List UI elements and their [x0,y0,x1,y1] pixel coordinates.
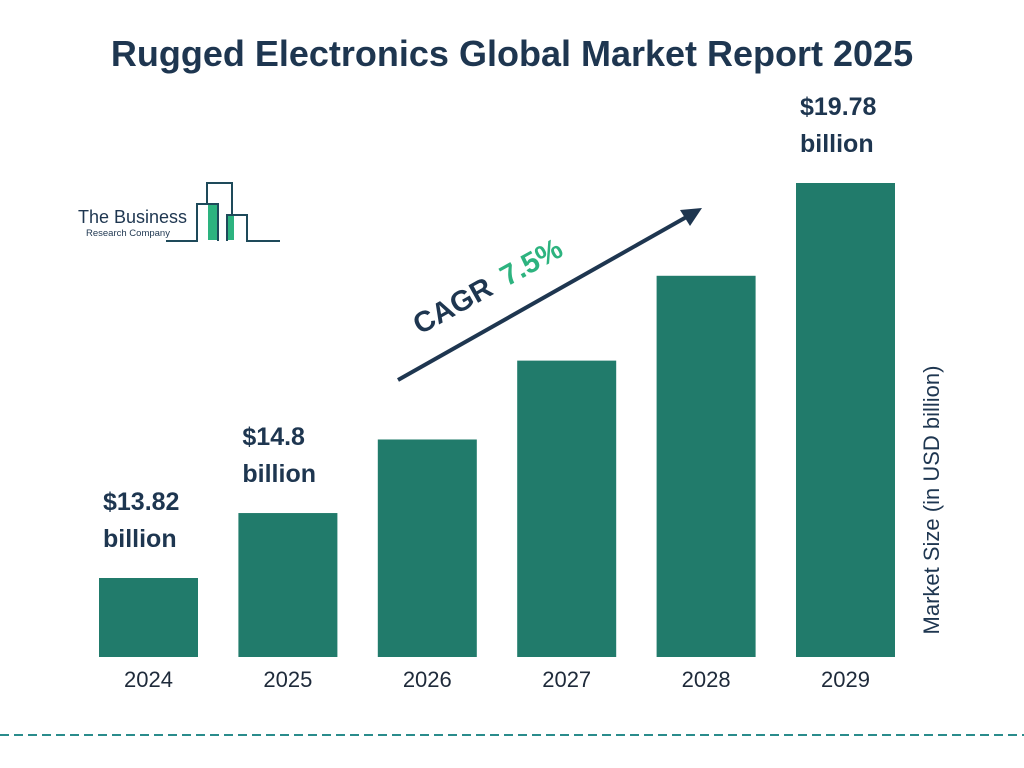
cagr-annotation: CAGR 7.5% [397,208,702,382]
bar-2024 [99,578,198,657]
logo-line1: The Business [78,207,187,227]
x-tick-label: 2024 [124,667,173,692]
data-label-2029: $19.78 billion [800,93,877,158]
bar-2028 [656,275,756,657]
logo-bar-1 [208,204,218,240]
logo: The Business Research Company [78,182,280,242]
logo-line2: Research Company [86,228,170,239]
svg-text:CAGR 7.5%: CAGR 7.5% [408,233,568,341]
cagr-value: 7.5% [495,233,569,293]
x-tick-label: 2029 [821,667,870,692]
x-tick-label: 2028 [682,667,731,692]
x-tick-label: 2027 [542,667,591,692]
chart-title: Rugged Electronics Global Market Report … [110,33,914,74]
logo-bar-2 [228,215,234,240]
bar-2026 [377,439,477,657]
cagr-arrow-line [397,213,691,382]
data-label-2024: $13.82 billion [103,488,179,553]
cagr-arrow-head-icon [680,208,702,226]
bar-2025 [238,513,338,657]
x-tick-label: 2026 [403,667,452,692]
bar-2027 [517,360,617,657]
y-axis-label: Market Size (in USD billion) [919,365,944,635]
data-label-2025: $14.8 billion [242,423,316,488]
logo-skyline-icon [166,182,280,242]
bar-2029 [796,183,895,657]
x-tick-label: 2025 [263,667,312,692]
